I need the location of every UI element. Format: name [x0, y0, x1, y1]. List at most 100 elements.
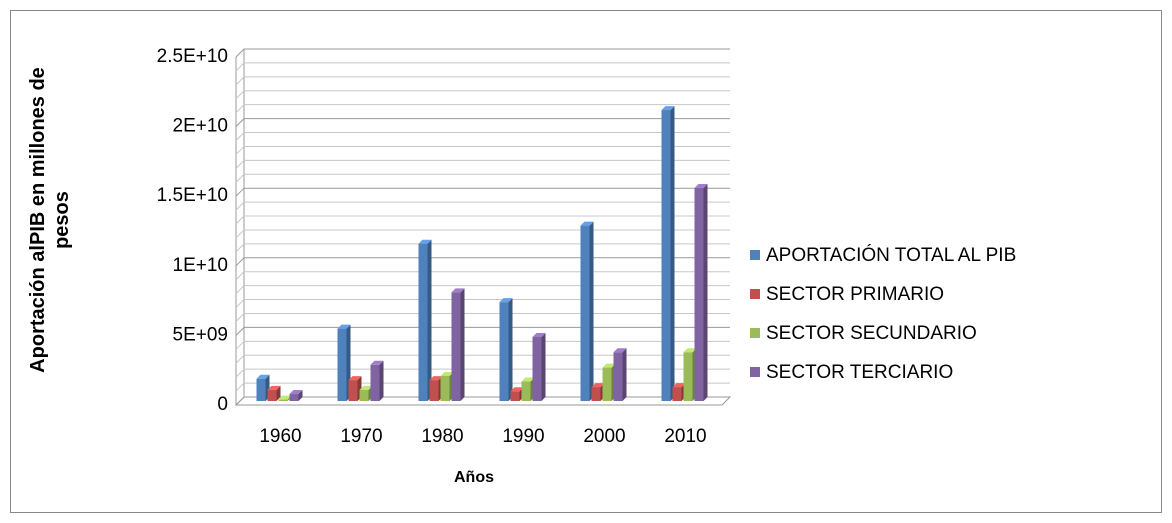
bar-side [298, 390, 303, 401]
bar [418, 243, 428, 401]
minor-grid-line [235, 159, 730, 169]
bar-top [591, 383, 605, 388]
x-tick-label: 2010 [664, 426, 706, 447]
minor-grid-line [235, 299, 730, 308]
bar [278, 399, 288, 401]
bar [499, 302, 509, 401]
bar-top [532, 332, 546, 337]
bar [370, 364, 380, 401]
minor-grid-line [235, 104, 730, 114]
y-tick-label: 0 [217, 394, 228, 415]
bar-top [521, 377, 535, 382]
bar [683, 352, 693, 401]
bar [602, 367, 612, 401]
bar [256, 378, 266, 401]
bar-top [580, 221, 594, 226]
bar-top [418, 239, 432, 244]
legend-label: APORTACIÓN TOTAL AL PIB [766, 244, 1016, 266]
bar [359, 389, 369, 401]
y-tick-label: 5E+09 [173, 324, 228, 345]
x-tick-label: 1960 [259, 426, 301, 447]
bar-top [289, 390, 303, 395]
bar-top [370, 360, 384, 365]
x-tick-label: 1980 [421, 426, 463, 447]
legend-swatch [750, 289, 760, 299]
bar-side [379, 360, 384, 401]
bar-side [622, 348, 627, 401]
floor [234, 396, 732, 406]
bar-top [267, 385, 281, 390]
grid-line [235, 257, 730, 267]
y-tick-label: 1E+10 [173, 255, 228, 276]
bar-top [694, 184, 708, 189]
minor-grid-line [235, 201, 730, 211]
bar-side [276, 385, 281, 401]
legend-swatch [750, 367, 760, 377]
legend-label: SECTOR TERCIARIO [766, 362, 953, 383]
bar [521, 381, 531, 401]
bar-top [683, 348, 697, 353]
bar-top [613, 348, 627, 353]
minor-grid-line [235, 354, 730, 364]
y-axis-title: Aportación alPIB en millones de pesos [27, 67, 73, 373]
bar [348, 380, 358, 401]
bar-side [670, 106, 675, 402]
minor-grid-line [235, 132, 730, 141]
x-tick-label: 1990 [502, 426, 544, 447]
y-tick-label: 2E+10 [173, 116, 228, 137]
bar-side [427, 239, 432, 401]
legend-label: SECTOR PRIMARIO [766, 284, 944, 305]
bar [429, 380, 439, 401]
bar-top [661, 106, 675, 111]
legend-swatch [750, 328, 760, 338]
x-axis-title: Años [454, 469, 494, 486]
grid-line [235, 187, 730, 197]
minor-grid-line [235, 243, 730, 253]
bar-side [460, 288, 465, 401]
minor-grid-line [235, 215, 730, 225]
bar-top [256, 374, 270, 379]
bar [337, 328, 347, 401]
bar [510, 391, 520, 401]
bar-top [499, 298, 513, 303]
minor-grid-line [235, 382, 730, 392]
bar-top [672, 383, 686, 388]
bar-top [602, 363, 616, 368]
minor-grid-line [235, 271, 730, 281]
bar-side [508, 298, 513, 401]
minor-grid-line [235, 173, 730, 183]
bar-top [451, 288, 465, 293]
bar-top [440, 371, 454, 376]
minor-grid-line [235, 145, 730, 155]
grid-line [235, 326, 730, 336]
bar [591, 387, 601, 401]
bar-side [703, 184, 708, 401]
bar [289, 394, 299, 401]
y-tick-label: 1.5E+10 [157, 185, 228, 206]
bar-top [429, 376, 443, 381]
bar [613, 352, 623, 401]
bar [440, 375, 450, 401]
bar-top [510, 387, 524, 392]
bar [532, 336, 542, 401]
bar [451, 292, 461, 401]
bar-side [589, 221, 594, 401]
bar-top [348, 376, 362, 381]
legend-label: SECTOR SECUNDARIO [766, 323, 977, 344]
bar [694, 188, 704, 401]
y-tick-label: 2.5E+10 [157, 46, 228, 67]
grid-line [235, 396, 730, 406]
minor-grid-line [235, 340, 730, 350]
legend-swatch [750, 250, 760, 260]
minor-grid-line [235, 76, 730, 86]
bar [661, 110, 671, 402]
minor-grid-line [235, 312, 730, 322]
bar-top [278, 395, 292, 400]
minor-grid-line [235, 90, 730, 100]
bar-side [541, 332, 546, 401]
minor-grid-line [235, 229, 730, 239]
bar [580, 225, 590, 401]
grid-line [235, 118, 730, 127]
